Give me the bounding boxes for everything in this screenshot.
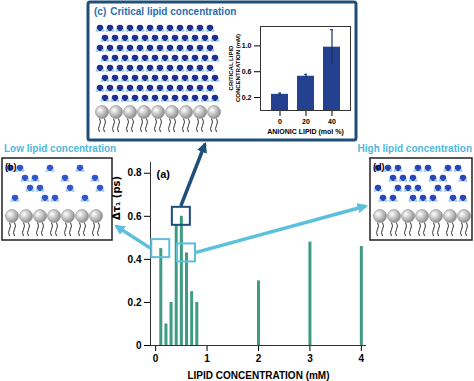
svg-text:0: 0 — [153, 353, 159, 364]
svg-text:0.6: 0.6 — [128, 211, 142, 222]
svg-text:0.2: 0.2 — [128, 297, 142, 308]
svg-text:40: 40 — [328, 118, 336, 125]
svg-text:LIPID CONCENTRATION (mM): LIPID CONCENTRATION (mM) — [187, 370, 329, 381]
svg-text:0.6: 0.6 — [242, 68, 252, 75]
svg-text:Δτ₁ (ps): Δτ₁ (ps) — [111, 176, 122, 220]
svg-text:High lipid concentration: High lipid concentration — [358, 143, 472, 154]
svg-text:(d): (d) — [373, 162, 385, 172]
svg-text:0: 0 — [278, 118, 282, 125]
svg-text:2: 2 — [256, 353, 262, 364]
svg-text:1.0: 1.0 — [242, 42, 252, 49]
svg-text:(c)Critical lipid concentratio: (c)Critical lipid concentration — [94, 6, 236, 17]
svg-text:3: 3 — [307, 353, 313, 364]
svg-text:0.8: 0.8 — [128, 167, 142, 178]
svg-text:1: 1 — [204, 353, 210, 364]
svg-text:(a): (a) — [157, 168, 171, 180]
svg-text:0.4: 0.4 — [128, 254, 142, 265]
svg-text:Low lipid concentration: Low lipid concentration — [4, 143, 116, 154]
svg-text:CRITICAL LIPIDCONCENTRATION (m: CRITICAL LIPIDCONCENTRATION (mM) — [228, 34, 241, 102]
svg-text:4: 4 — [359, 353, 365, 364]
svg-text:0.2: 0.2 — [242, 94, 252, 101]
svg-text:(b): (b) — [5, 162, 17, 172]
svg-text:20: 20 — [302, 118, 310, 125]
svg-text:ANIONIC LIPID (mol %): ANIONIC LIPID (mol %) — [267, 128, 344, 136]
svg-text:0: 0 — [136, 340, 142, 351]
